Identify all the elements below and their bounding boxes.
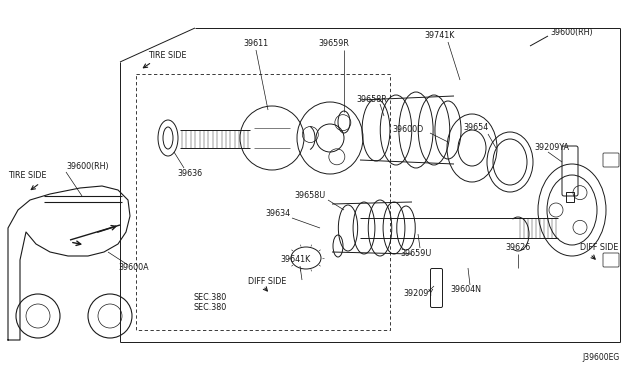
- Text: 39209Y: 39209Y: [403, 289, 433, 298]
- Text: 39641K: 39641K: [281, 256, 311, 264]
- Text: 39600D: 39600D: [392, 125, 424, 135]
- Text: 39209YA: 39209YA: [534, 144, 569, 153]
- Text: TIRE SIDE: TIRE SIDE: [148, 51, 186, 61]
- Text: 39658R: 39658R: [356, 96, 387, 105]
- Text: 39659U: 39659U: [400, 250, 432, 259]
- Bar: [566, 192, 574, 202]
- Text: 39611: 39611: [243, 39, 269, 48]
- Text: SEC.380: SEC.380: [194, 304, 227, 312]
- Text: SEC.380: SEC.380: [194, 294, 227, 302]
- Text: 39634: 39634: [266, 209, 291, 218]
- Text: 39658U: 39658U: [294, 192, 326, 201]
- Text: 39741K: 39741K: [425, 32, 455, 41]
- Text: DIFF SIDE: DIFF SIDE: [580, 244, 618, 253]
- Text: TIRE SIDE: TIRE SIDE: [8, 171, 47, 180]
- Text: 39600(RH): 39600(RH): [550, 28, 593, 36]
- Text: 39626: 39626: [506, 244, 531, 253]
- Text: 39600A: 39600A: [118, 263, 149, 273]
- Text: 39604N: 39604N: [451, 285, 481, 295]
- Text: 39654: 39654: [463, 124, 488, 132]
- Text: 39636: 39636: [177, 170, 203, 179]
- Text: J39600EG: J39600EG: [583, 353, 620, 362]
- Text: 39600(RH): 39600(RH): [66, 163, 109, 171]
- Text: 39659R: 39659R: [319, 39, 349, 48]
- Text: DIFF SIDE: DIFF SIDE: [248, 278, 286, 286]
